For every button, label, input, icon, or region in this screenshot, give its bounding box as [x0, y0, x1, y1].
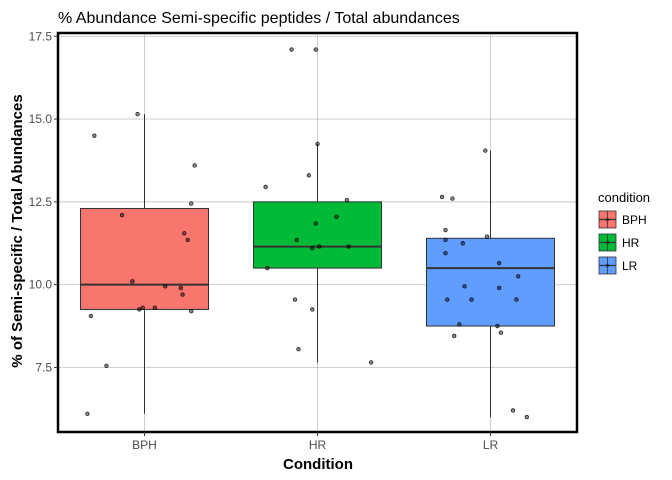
- data-point: [451, 333, 457, 339]
- x-tick-label: LR: [483, 438, 499, 452]
- data-point: [344, 198, 350, 203]
- data-point: [163, 284, 168, 289]
- data-point: [315, 141, 320, 147]
- data-point: [317, 244, 322, 249]
- data-point: [296, 347, 301, 352]
- data-point: [445, 297, 450, 302]
- legend-key-point: [605, 263, 610, 268]
- data-point: [460, 241, 466, 246]
- y-tick-label: 15.0: [29, 112, 53, 126]
- data-point: [152, 305, 158, 311]
- data-point: [265, 265, 270, 271]
- data-point: [289, 47, 294, 52]
- legend-item-lr: LR: [598, 256, 638, 275]
- data-point: [192, 163, 197, 168]
- box-lr: [425, 150, 556, 418]
- data-point: [310, 246, 315, 251]
- box-body: [425, 237, 556, 327]
- data-point: [313, 221, 318, 226]
- data-point: [189, 308, 194, 314]
- chart-title: % Abundance Semi-specific peptides / Tot…: [58, 10, 460, 27]
- data-point: [292, 297, 298, 302]
- data-point: [104, 363, 109, 368]
- legend-item-bph: BPH: [598, 210, 647, 229]
- legend-label: BPH: [622, 213, 647, 227]
- data-point: [310, 307, 315, 312]
- data-point: [439, 194, 445, 200]
- legend-item-hr: HR: [598, 233, 640, 252]
- x-tick-label: BPH: [132, 438, 157, 452]
- legend-key-point: [605, 240, 610, 245]
- data-point: [119, 212, 125, 218]
- data-point: [457, 322, 462, 327]
- data-point: [443, 250, 448, 256]
- box-group: [79, 114, 556, 418]
- box-bph: [79, 114, 210, 414]
- data-point: [85, 411, 90, 416]
- data-point: [294, 237, 299, 243]
- y-axis-title: % of Semi-specific / Total Abundances: [9, 94, 26, 367]
- data-point: [306, 173, 312, 178]
- data-points: [85, 47, 530, 420]
- data-point: [510, 408, 516, 413]
- x-axis-ticks: BPH HR LR: [132, 432, 499, 452]
- data-point: [484, 234, 490, 239]
- data-point: [483, 148, 488, 153]
- data-point: [313, 47, 318, 52]
- legend: condition BPH HR LR: [598, 190, 650, 275]
- data-point: [368, 360, 374, 365]
- box-hr: [252, 143, 383, 363]
- data-point: [498, 330, 504, 335]
- x-axis-title: Condition: [283, 456, 353, 473]
- data-point: [496, 285, 502, 291]
- data-point: [182, 231, 187, 236]
- data-point: [185, 237, 190, 243]
- data-point: [443, 227, 448, 233]
- data-point: [180, 292, 185, 297]
- data-point: [263, 184, 268, 190]
- data-point: [496, 260, 502, 266]
- x-tick-label: HR: [309, 438, 327, 452]
- data-point: [524, 414, 530, 420]
- data-point: [178, 285, 184, 291]
- data-point: [189, 201, 194, 206]
- data-point: [130, 279, 135, 284]
- data-point: [514, 297, 519, 302]
- data-point: [450, 196, 455, 201]
- data-point: [515, 274, 521, 279]
- legend-title: condition: [598, 190, 650, 205]
- data-point: [443, 237, 448, 243]
- legend-key-point: [605, 217, 610, 222]
- y-tick-label: 10.0: [29, 278, 53, 292]
- data-point: [469, 297, 474, 302]
- y-tick-label: 7.5: [35, 360, 52, 374]
- data-point: [140, 305, 145, 311]
- data-point: [346, 244, 351, 249]
- y-tick-label: 12.5: [29, 195, 53, 209]
- y-tick-label: 17.5: [29, 29, 53, 43]
- y-axis-ticks: 7.5 10.0 12.5 15.0 17.5: [29, 29, 58, 374]
- data-point: [92, 133, 97, 138]
- box-body: [252, 201, 383, 269]
- data-point: [88, 313, 94, 319]
- data-point: [135, 111, 140, 117]
- legend-label: LR: [622, 259, 638, 273]
- legend-label: HR: [622, 236, 640, 250]
- data-point: [462, 284, 467, 289]
- data-point: [137, 307, 142, 312]
- data-point: [495, 323, 500, 329]
- data-point: [334, 214, 339, 219]
- box-body: [79, 207, 210, 310]
